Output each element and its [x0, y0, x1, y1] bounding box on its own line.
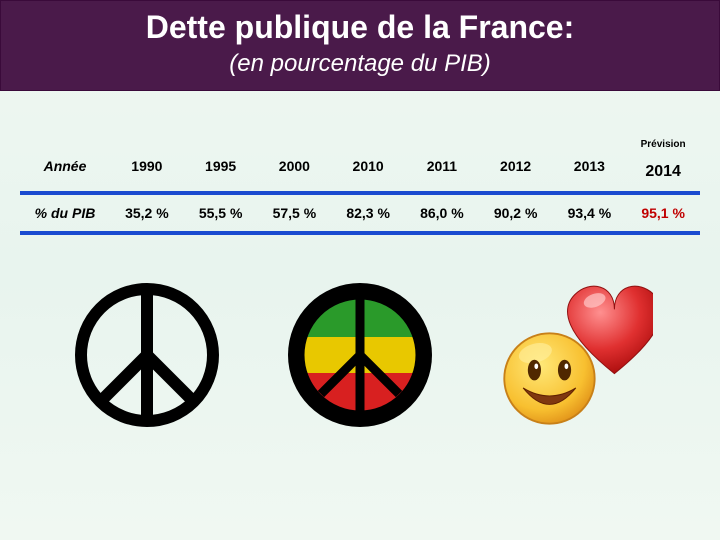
value-cell: 82,3 %: [331, 195, 405, 231]
peace-rasta-icon: [280, 275, 440, 435]
separator-row: [20, 231, 700, 235]
value-cell: 35,2 %: [110, 195, 184, 231]
year-cell: 2012: [479, 141, 553, 191]
header-banner: Dette publique de la France: (en pourcen…: [0, 0, 720, 91]
icons-row: [0, 275, 720, 435]
page-subtitle: (en pourcentage du PIB): [1, 50, 719, 78]
value-cell: 86,0 %: [405, 195, 479, 231]
forecast-label: Prévision: [626, 139, 700, 150]
forecast-header-cell: Prévision 2014: [626, 141, 700, 191]
forecast-year: 2014: [630, 151, 696, 181]
separator-line: [20, 231, 700, 235]
debt-table: Année 1990 1995 2000 2010 2011 2012 2013…: [20, 141, 700, 235]
year-cell: 2000: [258, 141, 332, 191]
table-row: Année 1990 1995 2000 2010 2011 2012 2013…: [20, 141, 700, 191]
forecast-value-cell: 95,1 %: [626, 195, 700, 231]
year-cell: 2011: [405, 141, 479, 191]
value-cell: 55,5 %: [184, 195, 258, 231]
year-cell: 2010: [331, 141, 405, 191]
year-cell: 1990: [110, 141, 184, 191]
page-title: Dette publique de la France:: [1, 9, 719, 46]
row-label-pct: % du PIB: [20, 195, 110, 231]
data-table-wrap: Année 1990 1995 2000 2010 2011 2012 2013…: [20, 141, 700, 235]
value-cell: 93,4 %: [553, 195, 627, 231]
smiley-heart-icon: [493, 275, 653, 435]
row-label-year: Année: [20, 141, 110, 191]
value-cell: 90,2 %: [479, 195, 553, 231]
year-cell: 1995: [184, 141, 258, 191]
year-cell: 2013: [553, 141, 627, 191]
value-cell: 57,5 %: [258, 195, 332, 231]
table-row: % du PIB 35,2 % 55,5 % 57,5 % 82,3 % 86,…: [20, 195, 700, 231]
peace-plain-icon: [67, 275, 227, 435]
